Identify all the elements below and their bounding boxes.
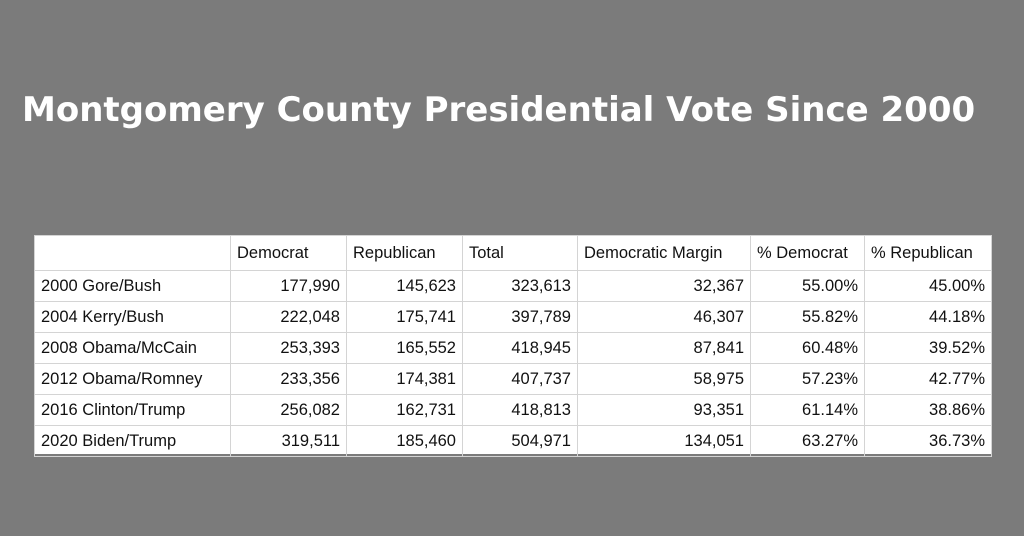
table-row: 2016 Clinton/Trump 256,082 162,731 418,8…	[34, 394, 992, 426]
table-cell: 63.27%	[750, 425, 865, 457]
table-cell: 319,511	[230, 425, 347, 457]
table-cell: 39.52%	[864, 332, 992, 364]
row-label: 2004 Kerry/Bush	[34, 301, 231, 333]
row-label: 2008 Obama/McCain	[34, 332, 231, 364]
vote-table-container: Democrat Republican Total Democratic Mar…	[34, 235, 992, 457]
table-cell: 58,975	[577, 363, 751, 395]
table-cell: 175,741	[346, 301, 463, 333]
table-cell: 185,460	[346, 425, 463, 457]
table-cell: 174,381	[346, 363, 463, 395]
table-cell: 44.18%	[864, 301, 992, 333]
table-cell: 32,367	[577, 270, 751, 302]
column-header: Democrat	[230, 235, 347, 271]
column-header: Republican	[346, 235, 463, 271]
table-cell: 61.14%	[750, 394, 865, 426]
table-cell: 60.48%	[750, 332, 865, 364]
table-cell: 256,082	[230, 394, 347, 426]
table-cell: 57.23%	[750, 363, 865, 395]
column-header: % Democrat	[750, 235, 865, 271]
row-label: 2000 Gore/Bush	[34, 270, 231, 302]
row-label: 2016 Clinton/Trump	[34, 394, 231, 426]
table-cell: 55.82%	[750, 301, 865, 333]
row-label: 2012 Obama/Romney	[34, 363, 231, 395]
table-cell: 253,393	[230, 332, 347, 364]
table-row: 2012 Obama/Romney 233,356 174,381 407,73…	[34, 363, 992, 395]
table-cell: 145,623	[346, 270, 463, 302]
row-label: 2020 Biden/Trump	[34, 425, 231, 457]
table-cell: 55.00%	[750, 270, 865, 302]
table-cell: 38.86%	[864, 394, 992, 426]
table-cell: 87,841	[577, 332, 751, 364]
column-header	[34, 235, 231, 271]
page-title: Montgomery County Presidential Vote Sinc…	[22, 90, 976, 130]
table-row: 2000 Gore/Bush 177,990 145,623 323,613 3…	[34, 270, 992, 302]
column-header: Total	[462, 235, 578, 271]
table-cell: 222,048	[230, 301, 347, 333]
table-row: 2008 Obama/McCain 253,393 165,552 418,94…	[34, 332, 992, 364]
table-cell: 93,351	[577, 394, 751, 426]
table-cell: 36.73%	[864, 425, 992, 457]
table-cell: 504,971	[462, 425, 578, 457]
table-cell: 134,051	[577, 425, 751, 457]
vote-table: Democrat Republican Total Democratic Mar…	[34, 235, 992, 457]
table-cell: 45.00%	[864, 270, 992, 302]
table-cell: 46,307	[577, 301, 751, 333]
table-cell: 418,945	[462, 332, 578, 364]
table-cell: 418,813	[462, 394, 578, 426]
table-cell: 42.77%	[864, 363, 992, 395]
table-cell: 397,789	[462, 301, 578, 333]
table-cell: 233,356	[230, 363, 347, 395]
table-header-row: Democrat Republican Total Democratic Mar…	[34, 235, 992, 271]
table-cell: 323,613	[462, 270, 578, 302]
table-row: 2020 Biden/Trump 319,511 185,460 504,971…	[34, 425, 992, 457]
column-header: Democratic Margin	[577, 235, 751, 271]
table-row: 2004 Kerry/Bush 222,048 175,741 397,789 …	[34, 301, 992, 333]
table-cell: 407,737	[462, 363, 578, 395]
table-cell: 165,552	[346, 332, 463, 364]
table-cell: 162,731	[346, 394, 463, 426]
table-cell: 177,990	[230, 270, 347, 302]
column-header: % Republican	[864, 235, 992, 271]
